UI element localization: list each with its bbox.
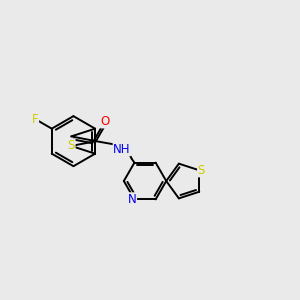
Text: NH: NH [113, 142, 131, 155]
Text: S: S [198, 164, 205, 177]
Text: N: N [128, 193, 136, 206]
Text: O: O [100, 115, 110, 128]
Text: F: F [32, 112, 38, 126]
Text: S: S [68, 140, 75, 152]
